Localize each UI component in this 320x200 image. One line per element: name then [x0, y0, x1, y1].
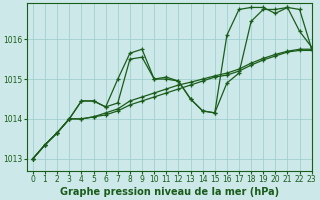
X-axis label: Graphe pression niveau de la mer (hPa): Graphe pression niveau de la mer (hPa) [60, 187, 279, 197]
